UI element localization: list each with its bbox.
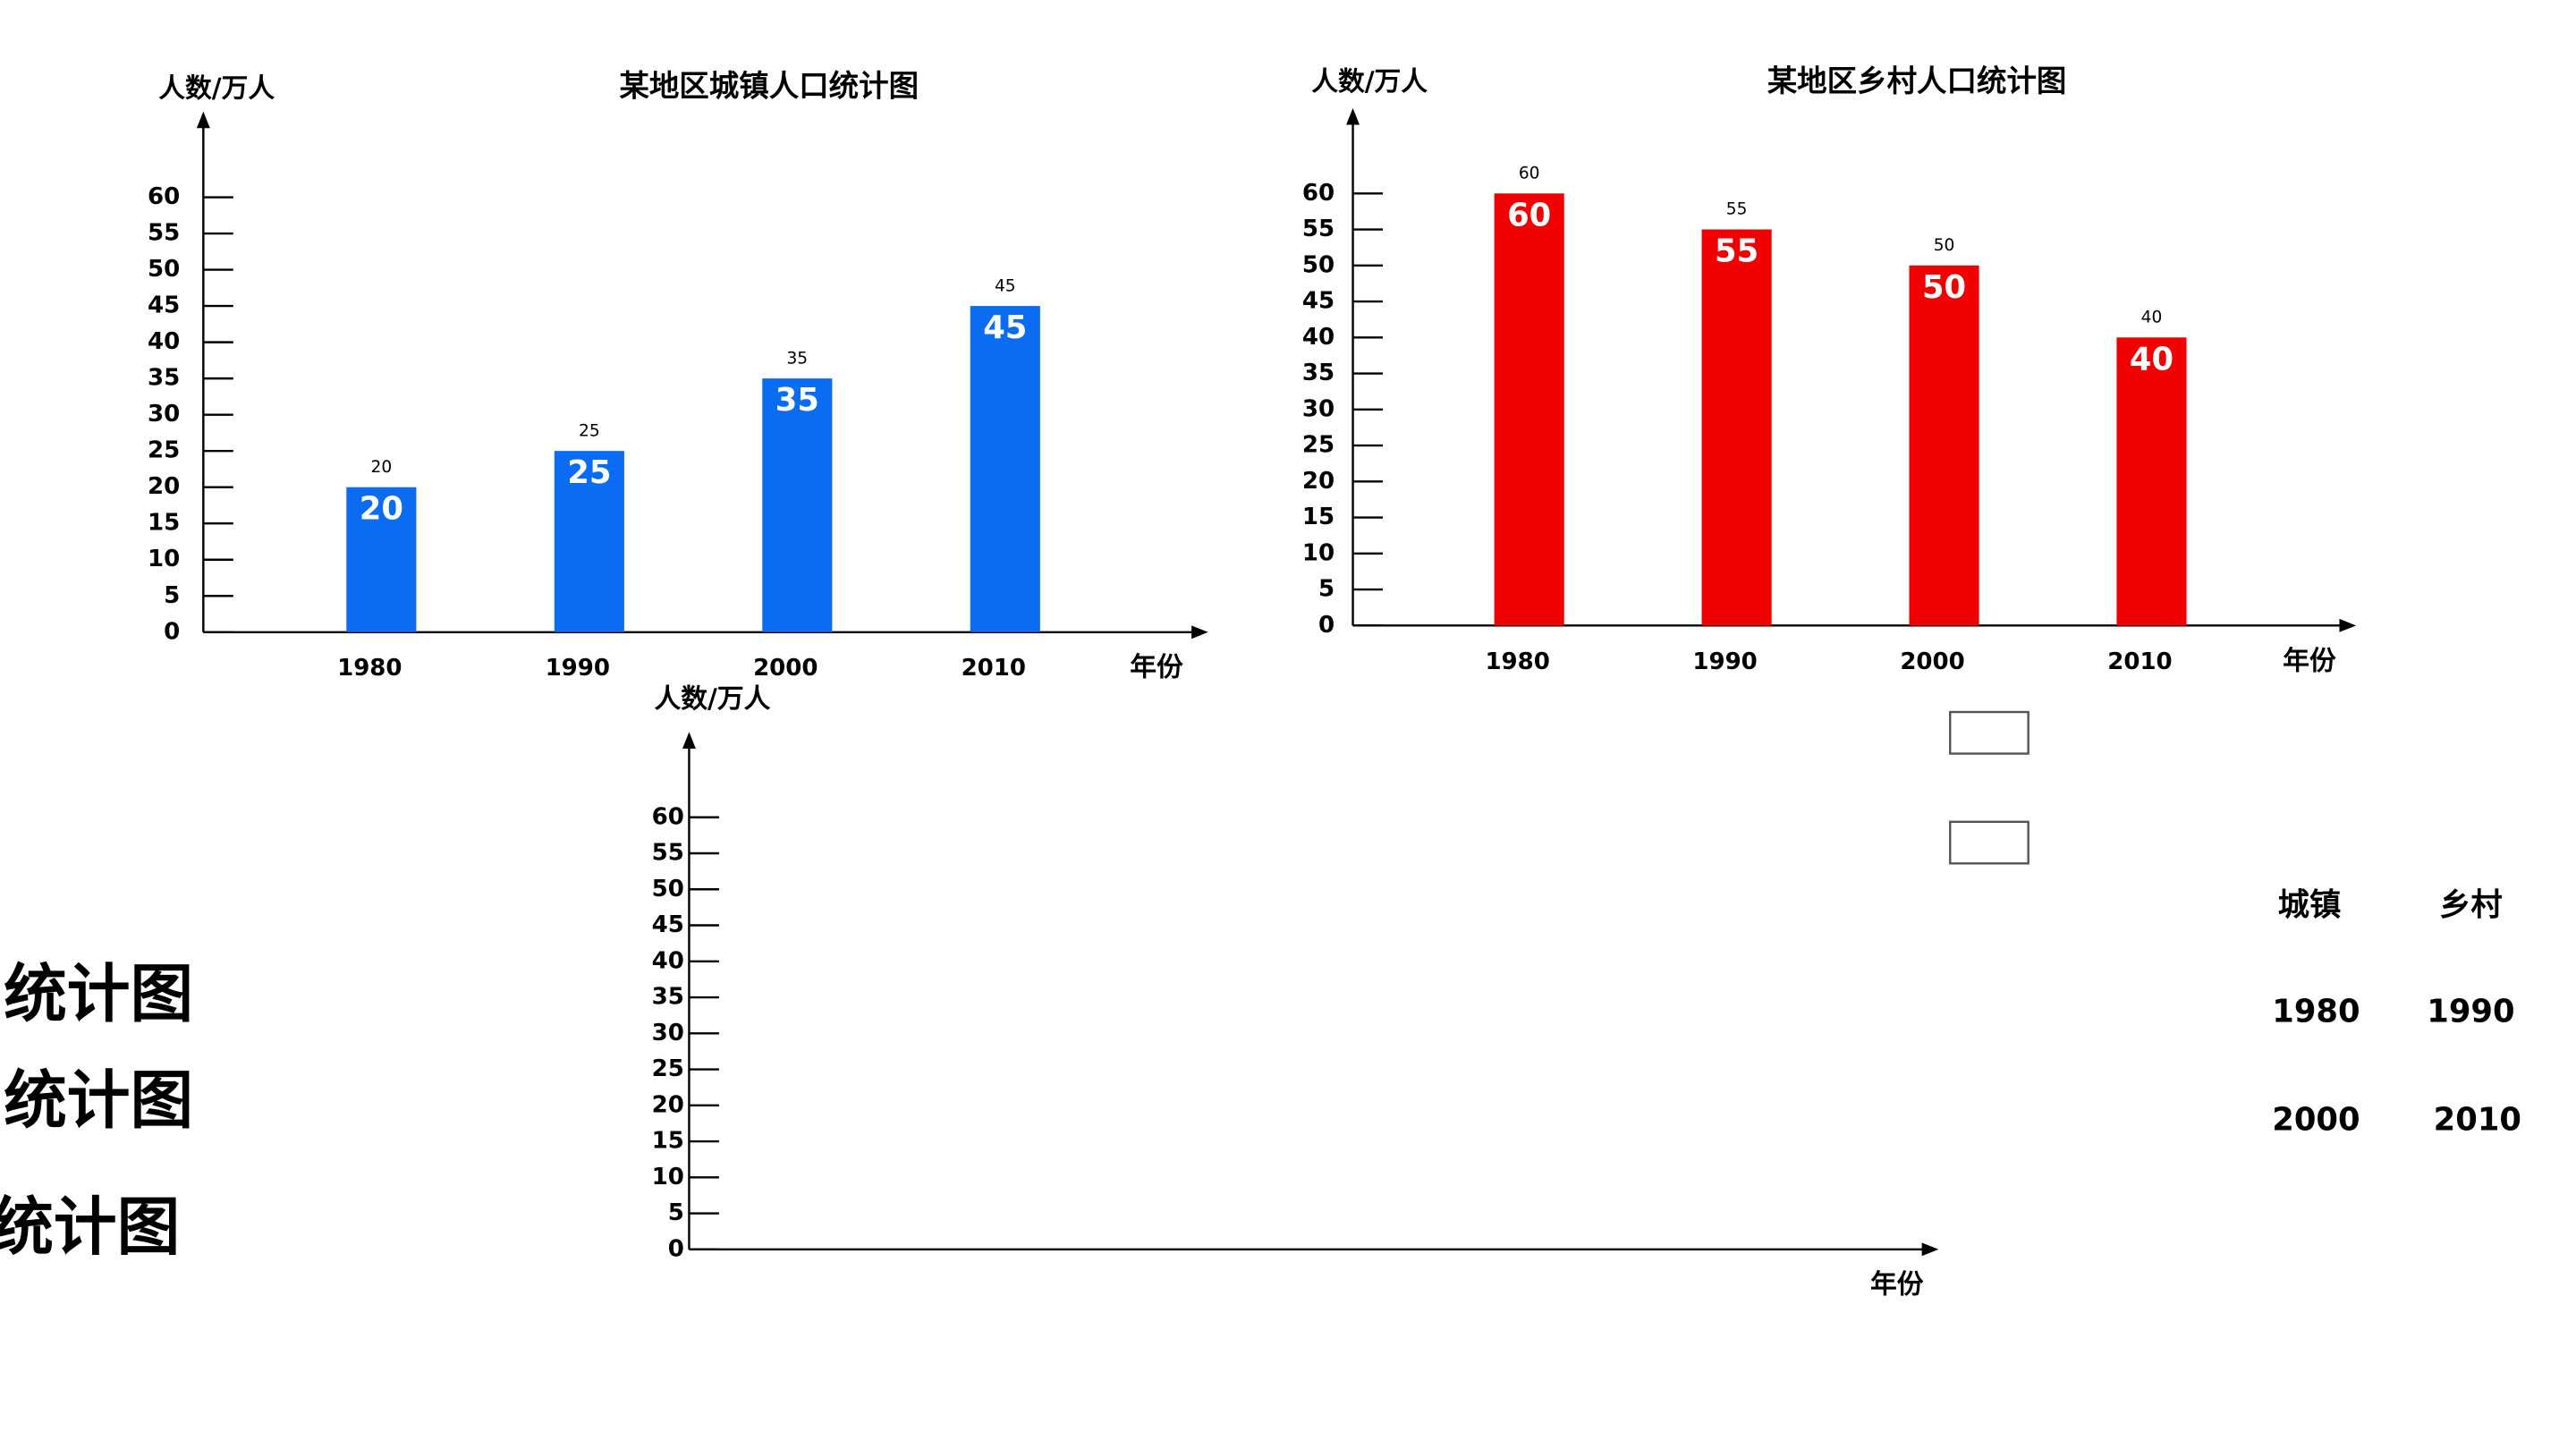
y-tick-label: 45 [148, 292, 180, 319]
value-label: 50 [1934, 236, 1955, 255]
y-tick-label: 5 [164, 582, 180, 609]
y-axis-label: 人数/万人 [655, 683, 771, 715]
axis-arrow [1346, 107, 1360, 125]
value-label: 55 [1715, 233, 1758, 270]
y-tick-label: 25 [148, 437, 180, 464]
y-tick-label: 5 [1318, 576, 1335, 603]
bar [2116, 337, 2187, 626]
axis-arrow [1191, 625, 1208, 640]
x-tick-label: 1990 [1692, 648, 1757, 675]
y-tick-label: 45 [1302, 288, 1335, 315]
option-label[interactable]: 城镇 [2278, 887, 2342, 924]
y-tick-label: 15 [652, 1128, 684, 1155]
answer-box[interactable] [1949, 820, 2029, 865]
side-label: 统计图 [4, 1063, 193, 1138]
x-axis-label: 年份 [1130, 652, 1183, 683]
option-label[interactable]: 2000 [2272, 1102, 2360, 1139]
chart-title: 某地区乡村人口统计图 [1767, 64, 2067, 98]
value-label: 20 [360, 491, 403, 528]
y-tick-label: 40 [1302, 324, 1335, 351]
y-tick-label: 0 [668, 1235, 684, 1262]
bar [346, 487, 417, 632]
y-tick-label: 40 [652, 947, 684, 974]
axis-arrow [196, 111, 210, 129]
value-label: 50 [1922, 269, 1966, 306]
y-tick-label: 20 [652, 1091, 684, 1118]
y-tick-label: 10 [1302, 539, 1335, 566]
x-tick-label: 2010 [2107, 648, 2172, 675]
y-tick-label: 10 [148, 546, 180, 572]
bar [1909, 265, 1979, 626]
value-label: 60 [1507, 197, 1551, 233]
y-tick-label: 0 [164, 618, 180, 645]
y-tick-label: 55 [652, 840, 684, 867]
axis-arrow [1921, 1242, 1939, 1257]
value-label: 40 [2130, 341, 2174, 377]
y-tick-label: 35 [148, 365, 180, 392]
value-label: 40 [2141, 308, 2163, 326]
option-label[interactable]: 2010 [2434, 1102, 2521, 1139]
y-tick-label: 50 [652, 876, 684, 902]
y-tick-label: 60 [652, 803, 684, 830]
y-tick-label: 55 [1302, 216, 1335, 242]
bar [554, 451, 624, 632]
value-label: 25 [579, 421, 600, 440]
value-label: 45 [995, 276, 1016, 295]
x-tick-label: 2000 [753, 655, 818, 682]
y-tick-label: 30 [652, 1020, 684, 1046]
y-tick-label: 15 [148, 510, 180, 537]
option-label[interactable]: 1980 [2272, 994, 2360, 1030]
y-axis-label: 人数/万人 [1311, 66, 1428, 97]
bar [1494, 193, 1564, 626]
y-tick-label: 30 [1302, 395, 1335, 422]
value-label: 35 [787, 349, 809, 368]
value-label: 20 [371, 458, 393, 477]
y-tick-label: 15 [1302, 504, 1335, 530]
x-tick-label: 1990 [546, 655, 610, 682]
y-tick-label: 0 [1318, 612, 1335, 639]
bar [762, 378, 833, 632]
bar [1701, 229, 1772, 626]
y-tick-label: 35 [652, 984, 684, 1011]
y-tick-label: 35 [1302, 360, 1335, 386]
y-tick-label: 40 [148, 328, 180, 355]
x-tick-label: 2010 [962, 655, 1026, 682]
y-tick-label: 5 [668, 1199, 684, 1226]
chart-title: 某地区城镇人口统计图 [619, 69, 919, 104]
answer-box[interactable] [1949, 710, 2029, 755]
y-tick-label: 25 [1302, 432, 1335, 459]
x-tick-label: 1980 [1485, 648, 1549, 675]
axis-arrow [2339, 618, 2357, 632]
option-label[interactable]: 1990 [2427, 994, 2514, 1030]
axis-arrow [682, 732, 696, 749]
y-tick-label: 55 [148, 220, 180, 247]
side-label: 统计图 [4, 956, 193, 1030]
x-axis-label: 年份 [2283, 645, 2336, 676]
y-tick-label: 20 [148, 473, 180, 500]
y-tick-label: 20 [1302, 468, 1335, 495]
y-axis-label: 人数/万人 [158, 72, 275, 104]
x-axis-label: 年份 [1870, 1269, 1924, 1301]
option-label[interactable]: 乡村 [2439, 887, 2503, 924]
y-tick-label: 50 [1302, 251, 1335, 278]
y-tick-label: 60 [1302, 180, 1335, 207]
value-label: 35 [775, 382, 819, 419]
value-label: 45 [983, 309, 1027, 346]
bar [970, 306, 1040, 632]
y-tick-label: 25 [652, 1055, 684, 1082]
y-tick-label: 50 [148, 256, 180, 283]
side-label: 统计图 [0, 1190, 180, 1264]
y-tick-label: 10 [652, 1164, 684, 1191]
x-tick-label: 2000 [1900, 648, 1964, 675]
y-tick-label: 60 [148, 183, 180, 210]
value-label: 25 [567, 454, 611, 491]
x-tick-label: 1980 [337, 655, 402, 682]
value-label: 60 [1519, 164, 1540, 182]
y-tick-label: 45 [652, 911, 684, 938]
y-tick-label: 30 [148, 401, 180, 428]
value-label: 55 [1726, 200, 1748, 219]
